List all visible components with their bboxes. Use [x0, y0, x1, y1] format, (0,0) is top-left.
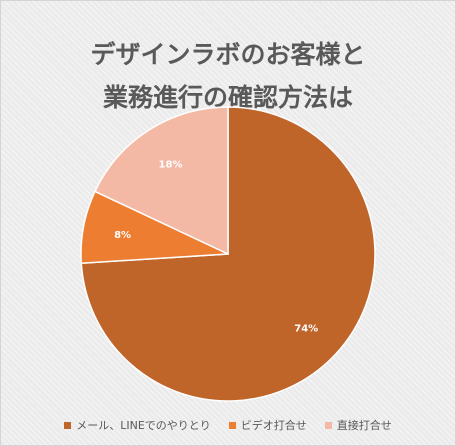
pie-slice-direct-meeting — [93, 106, 229, 256]
legend-label-direct-meeting: 直接打合せ — [336, 419, 392, 432]
data-label-direct-meeting: 18% — [159, 159, 183, 170]
legend-swatch-email-line — [64, 421, 72, 429]
legend-item-direct-meeting: 直接打合せ — [324, 417, 392, 433]
legend-item-email-line: メール、LINEでのやりとり — [64, 417, 211, 433]
chart-title: デザインラボのお客様と 業務進行の確認方法は — [1, 33, 455, 119]
chart-title-line-1: デザインラボのお客様と — [90, 40, 366, 69]
legend-swatch-video-meeting — [228, 421, 236, 429]
legend-label-email-line: メール、LINEでのやりとり — [76, 419, 211, 432]
legend-swatch-direct-meeting — [324, 421, 332, 429]
legend-item-video-meeting: ビデオ打合せ — [228, 417, 307, 433]
data-label-video-meeting: 8% — [114, 230, 131, 241]
data-label-email-line: 74% — [294, 323, 318, 334]
legend-label-video-meeting: ビデオ打合せ — [240, 419, 307, 432]
legend: メール、LINEでのやりとり ビデオ打合せ 直接打合せ — [1, 417, 455, 433]
